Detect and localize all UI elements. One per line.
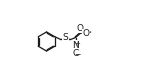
Text: S: S bbox=[63, 33, 68, 42]
Text: C: C bbox=[72, 49, 79, 58]
Text: O: O bbox=[82, 29, 89, 38]
Text: −: − bbox=[74, 50, 80, 59]
Text: N: N bbox=[72, 41, 79, 50]
Text: O: O bbox=[77, 24, 84, 33]
Text: +: + bbox=[74, 41, 80, 47]
